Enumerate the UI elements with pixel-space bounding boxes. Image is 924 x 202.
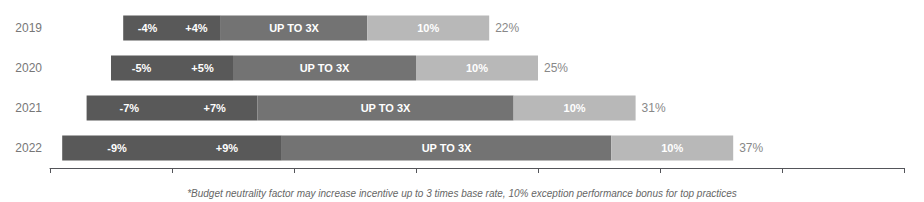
svg-text:2019: 2019	[15, 21, 42, 35]
svg-text:+5%: +5%	[191, 62, 214, 74]
svg-text:+9%: +9%	[216, 142, 239, 154]
svg-text:2022: 2022	[15, 141, 42, 155]
svg-text:UP TO 3X: UP TO 3X	[422, 142, 472, 154]
svg-text:+7%: +7%	[204, 102, 227, 114]
svg-text:2020: 2020	[15, 61, 42, 75]
svg-text:10%: 10%	[661, 142, 683, 154]
svg-text:*Budget neutrality factor may: *Budget neutrality factor may increase i…	[187, 188, 737, 199]
svg-text:10%: 10%	[466, 62, 488, 74]
svg-text:-5%: -5%	[132, 62, 152, 74]
svg-text:UP TO 3X: UP TO 3X	[269, 22, 319, 34]
svg-text:UP TO 3X: UP TO 3X	[300, 62, 350, 74]
svg-text:25%: 25%	[544, 61, 568, 75]
svg-text:10%: 10%	[417, 22, 439, 34]
svg-text:37%: 37%	[739, 141, 763, 155]
svg-text:22%: 22%	[495, 21, 519, 35]
svg-text:+4%: +4%	[185, 22, 208, 34]
svg-text:UP TO 3X: UP TO 3X	[361, 102, 411, 114]
svg-text:31%: 31%	[642, 101, 666, 115]
svg-text:2021: 2021	[15, 101, 42, 115]
svg-text:-7%: -7%	[120, 102, 140, 114]
svg-text:-4%: -4%	[138, 22, 158, 34]
svg-text:10%: 10%	[564, 102, 586, 114]
svg-text:-9%: -9%	[107, 142, 127, 154]
